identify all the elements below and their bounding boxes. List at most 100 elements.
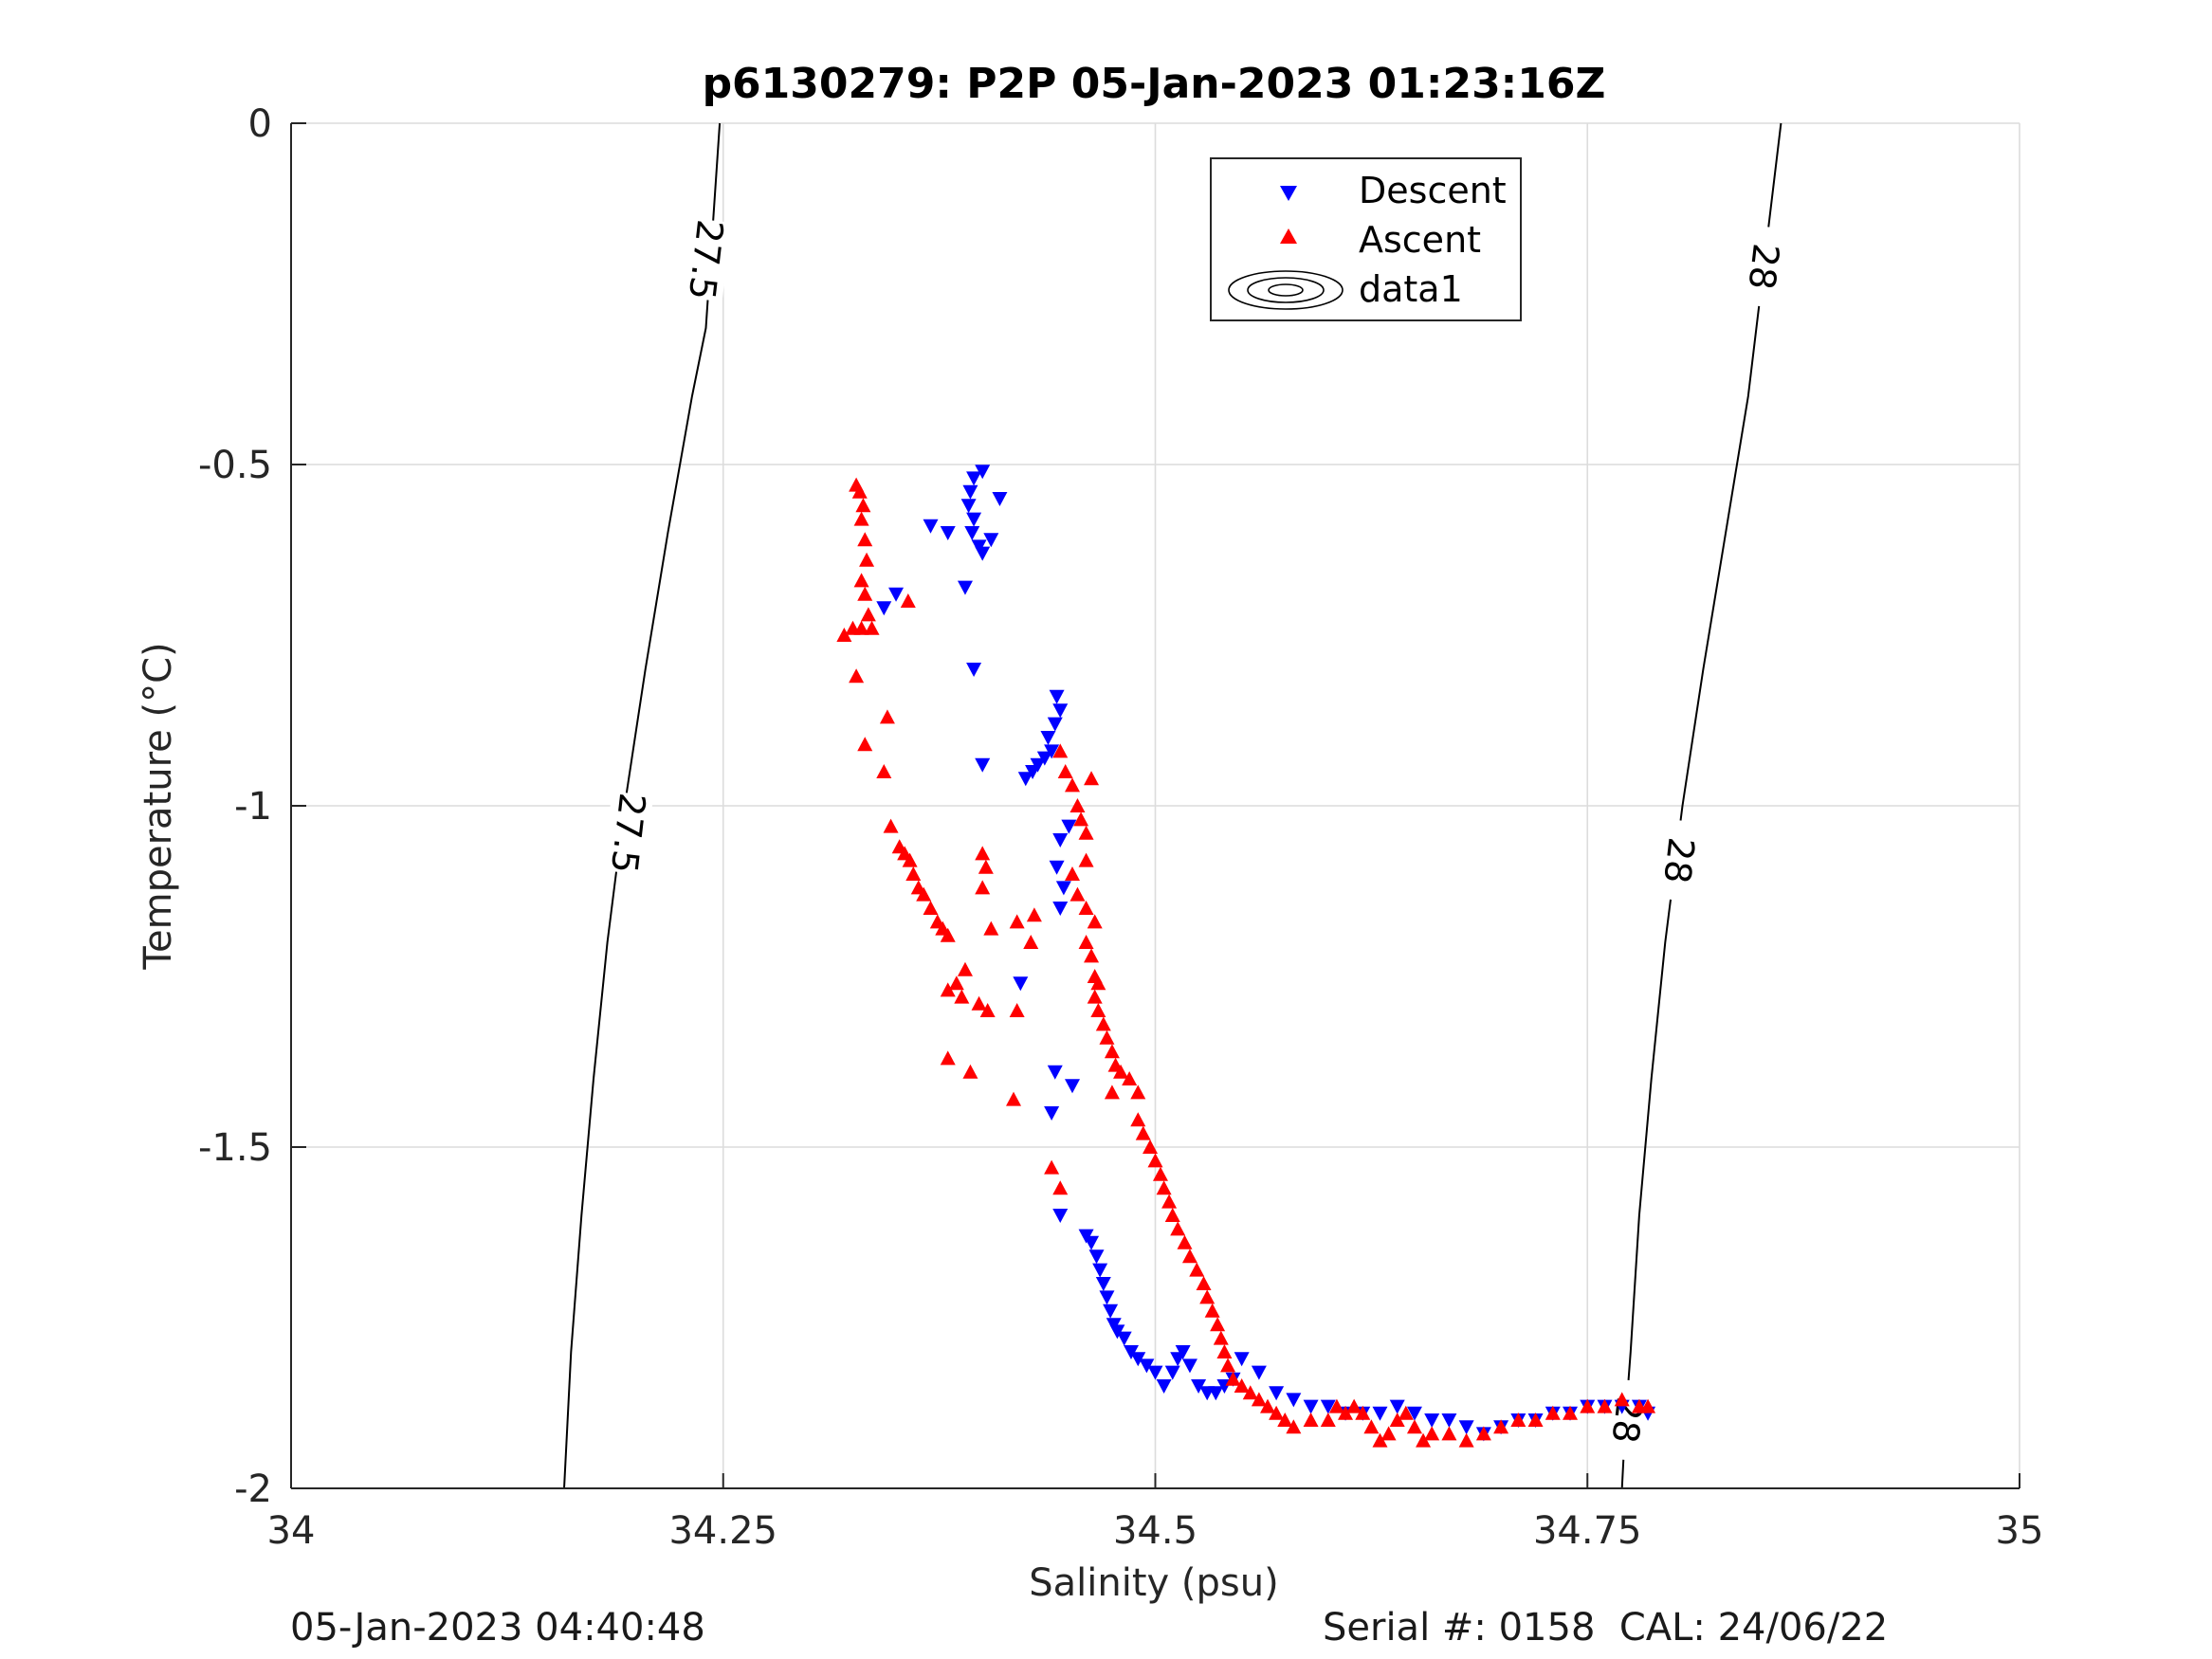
ascent-point: [940, 982, 956, 997]
descent-point: [1052, 902, 1069, 916]
ascent-point: [1458, 1432, 1474, 1448]
ascent-point: [1026, 907, 1042, 922]
descent-point: [962, 484, 978, 500]
descent-point: [1441, 1413, 1457, 1428]
descent-point: [1052, 833, 1069, 848]
descent-point: [1406, 1406, 1422, 1421]
contour-label-bg: [1601, 1377, 1653, 1463]
ascent-point: [1527, 1413, 1544, 1427]
ascent-point: [1069, 798, 1086, 812]
ascent-point: [1156, 1180, 1172, 1195]
descent-point: [1181, 1358, 1197, 1374]
x-tick-label: 34.25: [668, 1509, 777, 1553]
grid-lines: [291, 122, 2020, 1488]
ascent-series: [836, 477, 1656, 1448]
ascent-point: [1143, 1139, 1159, 1154]
y-tick-label: -1: [234, 785, 272, 829]
descent-point: [957, 580, 973, 595]
descent-point: [1164, 1365, 1180, 1380]
ascent-point: [1204, 1303, 1220, 1318]
ascent-point: [1104, 1044, 1120, 1059]
descent-point: [1052, 703, 1069, 719]
x-axis-label: Salinity (psu): [1029, 1561, 1278, 1605]
descent-point: [1040, 731, 1056, 745]
ascent-point: [1122, 1071, 1138, 1085]
descent-point: [975, 757, 991, 773]
ascent-point: [1406, 1419, 1422, 1434]
descent-point: [1147, 1365, 1163, 1380]
descent-point: [1130, 1352, 1146, 1367]
x-tick-label: 34.75: [1533, 1509, 1642, 1553]
descent-point: [1251, 1365, 1267, 1380]
ascent-point: [1277, 1413, 1293, 1427]
ascent-point: [1009, 1003, 1025, 1017]
descent-point: [1049, 689, 1065, 704]
chart-title: p6130279: P2P 05-Jan-2023 01:23:16Z: [703, 60, 1606, 108]
legend-box: [1210, 157, 1522, 321]
ascent-point: [1216, 1344, 1233, 1358]
ascent-point: [916, 886, 932, 902]
ascent-point: [1181, 1249, 1197, 1264]
descent-point: [1372, 1406, 1388, 1421]
descent-point: [1303, 1399, 1319, 1414]
ascent-point: [1398, 1405, 1414, 1420]
ascent-point: [1104, 1085, 1120, 1100]
descent-point: [1013, 976, 1029, 992]
y-tick-label: -0.5: [198, 444, 272, 487]
descent-point: [1191, 1379, 1207, 1394]
y-tick-label: 0: [248, 102, 272, 146]
ascent-point: [836, 628, 852, 642]
ascent-point: [1044, 1159, 1060, 1175]
ascent-point: [1130, 1112, 1146, 1127]
ascent-point: [902, 852, 918, 867]
descent-point: [1047, 717, 1063, 732]
ascent-point: [1087, 914, 1103, 929]
ascent-point: [859, 552, 875, 567]
ascent-point: [1597, 1398, 1613, 1413]
contour-label-bg: [680, 217, 732, 302]
ascent-point: [1213, 1330, 1229, 1345]
legend-contour-label: data1: [1359, 268, 1463, 310]
ascent-point: [905, 866, 922, 881]
contour-label-bg: [1654, 818, 1705, 902]
descent-point: [1061, 819, 1077, 834]
x-tick-label: 34: [267, 1509, 316, 1553]
legend-descent-marker: [1280, 186, 1297, 201]
contour-label: 28: [1655, 835, 1702, 885]
descent-point: [966, 471, 982, 486]
descent-point: [975, 546, 991, 561]
ascent-point: [1346, 1398, 1362, 1413]
axes: [290, 122, 2020, 1489]
descent-point: [923, 519, 939, 534]
y-tick-label: -2: [234, 1468, 272, 1511]
ascent-point: [962, 1064, 978, 1079]
ascent-point: [1147, 1153, 1163, 1168]
ascent-point: [948, 975, 964, 991]
ascent-point: [1130, 1085, 1146, 1100]
ascent-point: [853, 511, 869, 526]
ascent-point: [1078, 852, 1094, 867]
ascent-point: [1078, 901, 1094, 915]
descent-point: [1116, 1331, 1132, 1346]
contour-label: 28: [1741, 242, 1787, 292]
descent-point: [966, 663, 982, 677]
legend-descent-label: Descent: [1359, 170, 1507, 211]
ascent-point: [1064, 866, 1080, 881]
ascent-point: [1064, 777, 1080, 793]
ascent-point: [900, 593, 916, 608]
ascent-point: [983, 921, 999, 936]
legend-contour-icon: [1228, 270, 1344, 310]
ascent-point: [1355, 1405, 1371, 1420]
ascent-point: [1069, 886, 1086, 902]
descent-point: [888, 587, 905, 602]
descent-point: [1103, 1304, 1119, 1319]
ascent-point: [1510, 1413, 1526, 1427]
ascent-point: [1113, 1064, 1129, 1079]
ascent-point: [1170, 1221, 1186, 1236]
ascent-point: [979, 1003, 996, 1017]
descent-point: [1044, 1106, 1060, 1121]
descent-point: [1269, 1386, 1285, 1401]
